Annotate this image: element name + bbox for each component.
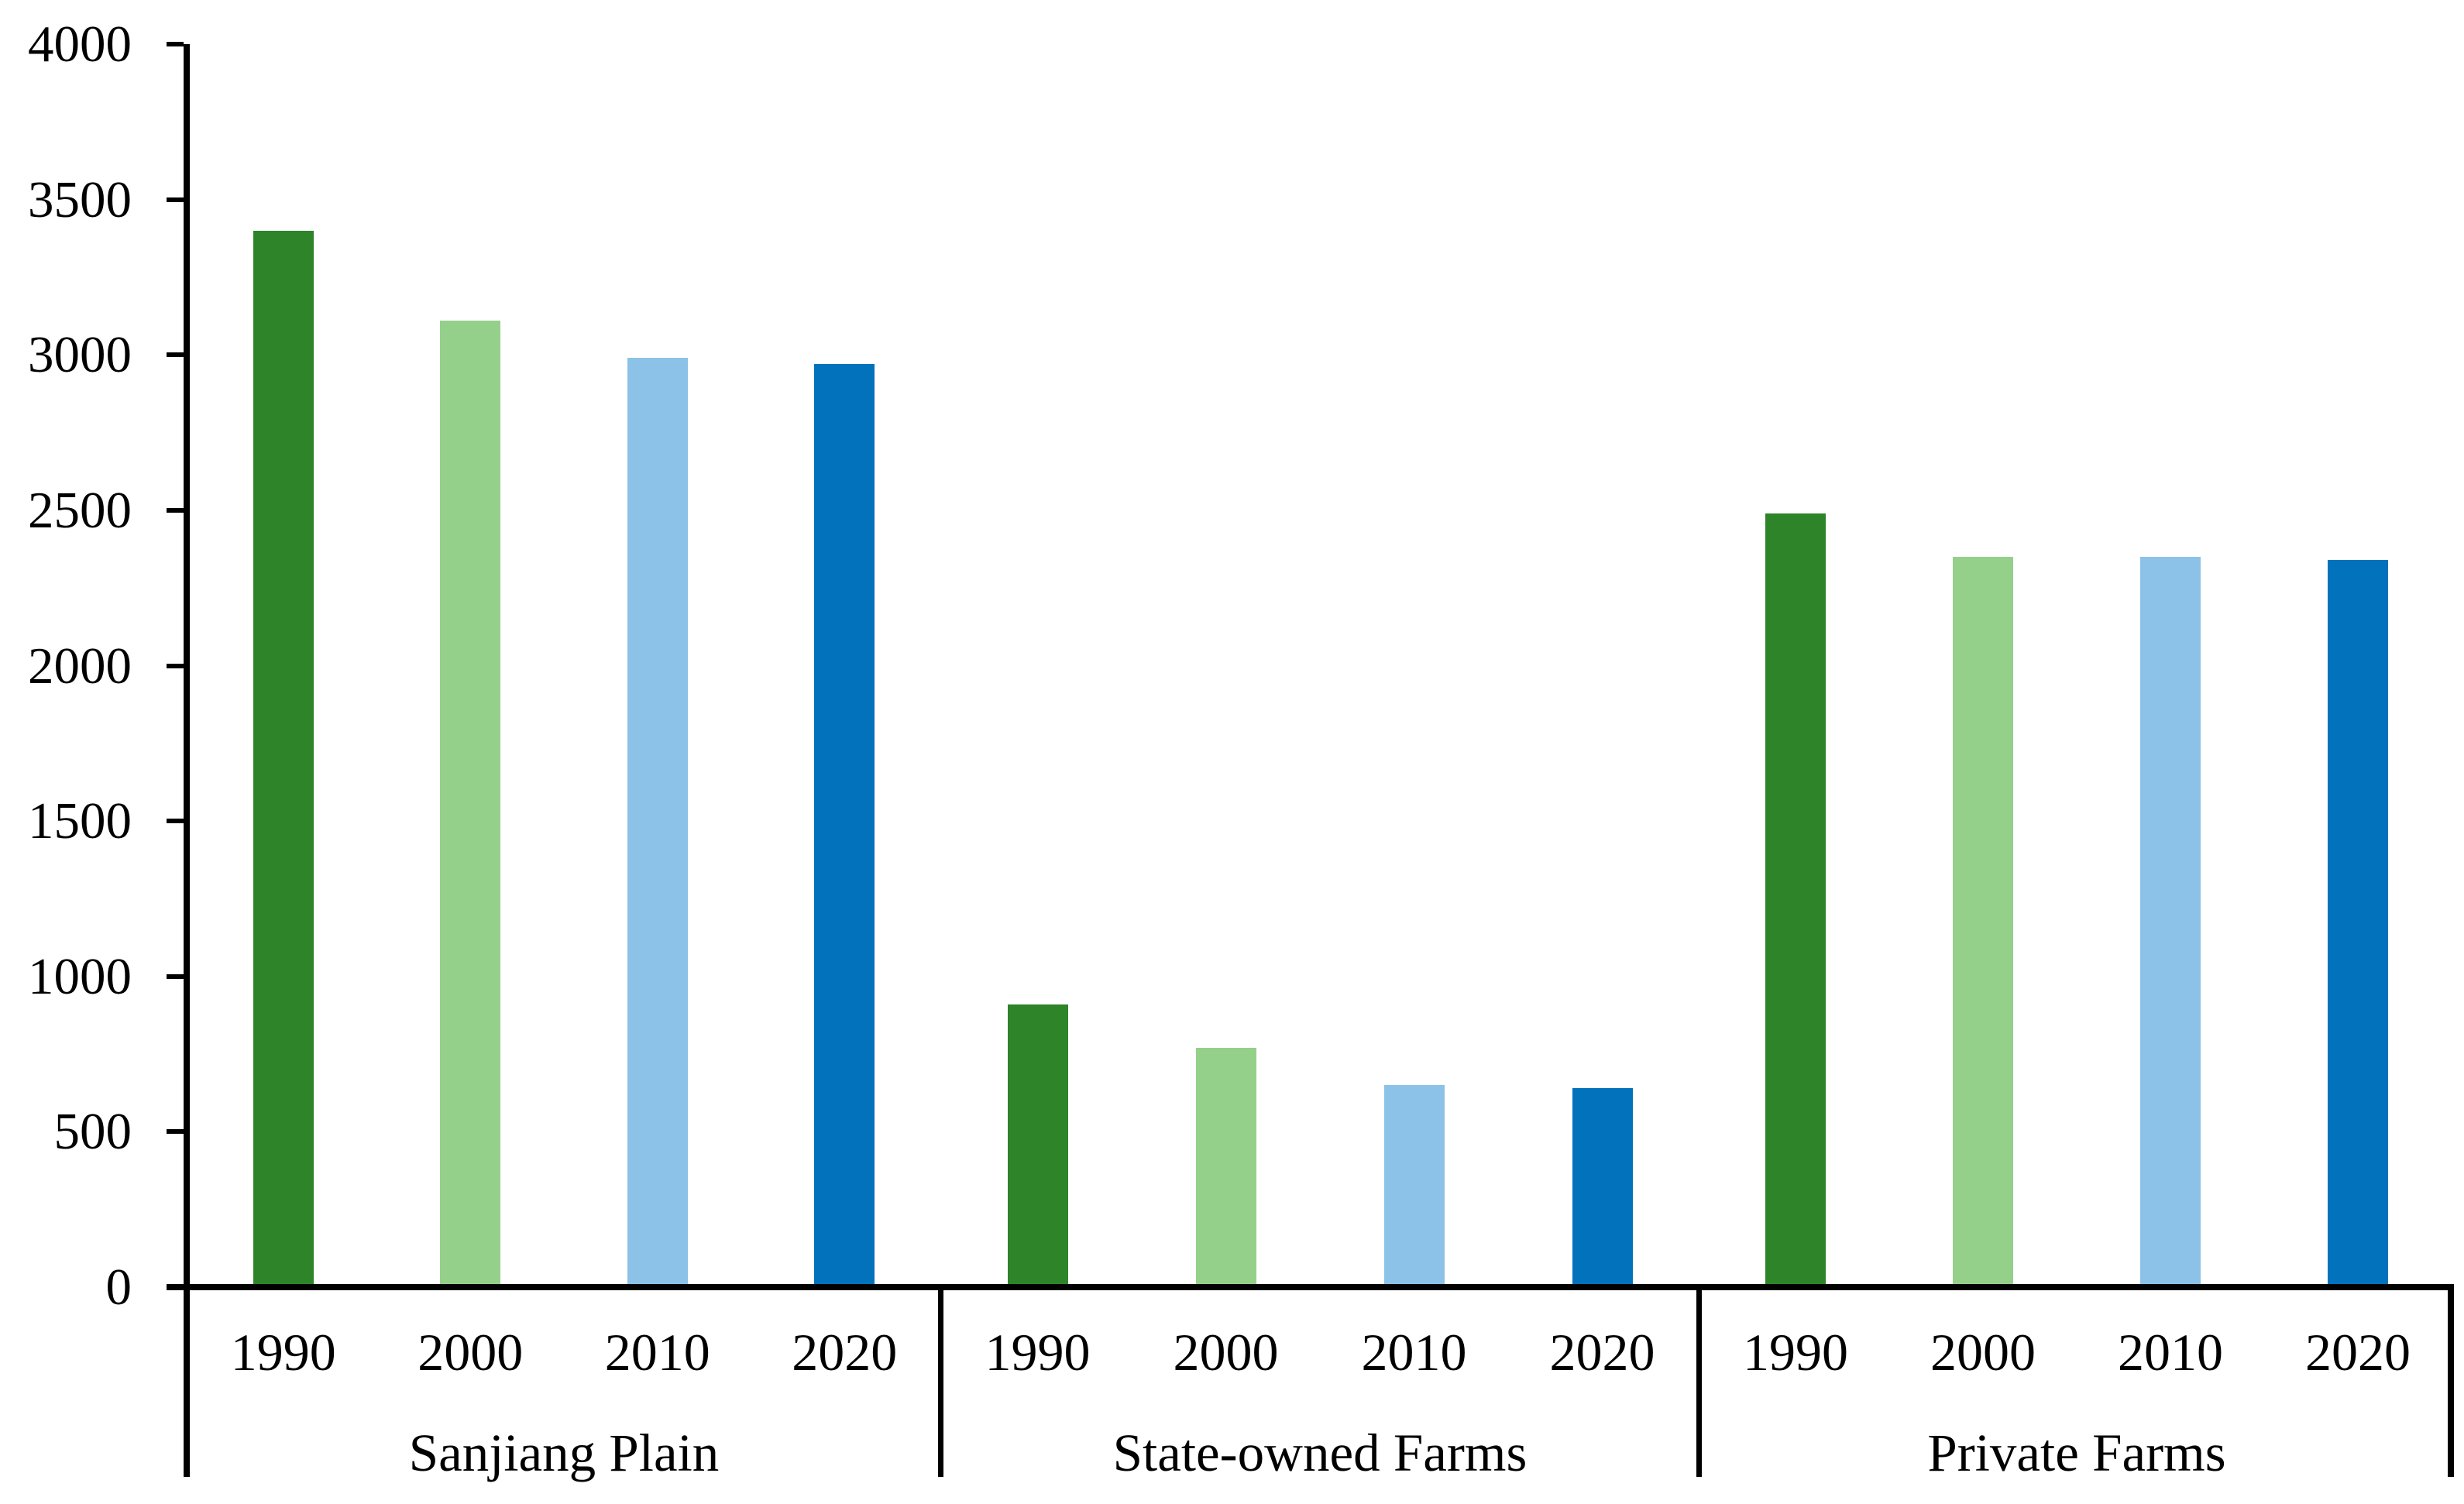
group-label-sanjiang-plain: Sanjiang Plain bbox=[408, 1423, 720, 1482]
years-row-1: 1990 2000 2010 2020 bbox=[943, 1290, 1696, 1414]
bar-sanjiang-plain-1990 bbox=[253, 231, 314, 1284]
y-axis-line bbox=[184, 44, 190, 1477]
y-axis-label-1500: 1500 bbox=[28, 792, 132, 850]
bar-slot bbox=[751, 44, 939, 1284]
y-axis-label-3000: 3000 bbox=[28, 326, 132, 384]
bar-slot bbox=[1508, 44, 1696, 1284]
y-axis-label-1000: 1000 bbox=[28, 947, 132, 1005]
group-label-private-farms: Private Farms bbox=[1927, 1423, 2226, 1482]
x-axis-year-label: 2020 bbox=[792, 1323, 898, 1382]
plot-section-0 bbox=[190, 44, 938, 1284]
x-axis-year-label: 2000 bbox=[1173, 1323, 1279, 1382]
bar-slot bbox=[2077, 44, 2264, 1284]
y-axis-tick-3500 bbox=[167, 197, 184, 202]
y-axis-label-500: 500 bbox=[53, 1103, 132, 1161]
bar-state-owned-farms-2000 bbox=[1195, 1048, 1256, 1284]
bar-sanjiang-plain-2000 bbox=[440, 321, 501, 1284]
category-separator-1 bbox=[1696, 1290, 1702, 1477]
years-row-0: 1990 2000 2010 2020 bbox=[190, 1290, 938, 1414]
x-axis-year-label: 2000 bbox=[1930, 1323, 2036, 1382]
bar-slot bbox=[1889, 44, 2077, 1284]
bar-slot bbox=[1320, 44, 1508, 1284]
y-axis-tick-3000 bbox=[167, 352, 184, 358]
bar-slot bbox=[190, 44, 377, 1284]
y-axis-label-2500: 2500 bbox=[28, 481, 132, 539]
bar-state-owned-farms-2020 bbox=[1572, 1088, 1633, 1284]
bar-private-farms-2020 bbox=[2328, 560, 2388, 1284]
bar-state-owned-farms-1990 bbox=[1007, 1004, 1068, 1284]
y-axis-label-4000: 4000 bbox=[28, 15, 132, 73]
plot-section-1 bbox=[943, 44, 1696, 1284]
x-axis-year-label: 1990 bbox=[985, 1323, 1091, 1382]
years-row-2: 1990 2000 2010 2020 bbox=[1702, 1290, 2452, 1414]
bar-state-owned-farms-2010 bbox=[1383, 1085, 1445, 1284]
group-label-state-owned-farms: State-owned Farms bbox=[1112, 1423, 1528, 1482]
bar-slot bbox=[1132, 44, 1320, 1284]
y-axis-tick-4000 bbox=[167, 42, 184, 46]
bar-slot bbox=[564, 44, 751, 1284]
category-separator-2 bbox=[2448, 1290, 2454, 1477]
bar-slot bbox=[1702, 44, 1889, 1284]
y-axis-label-0: 0 bbox=[105, 1258, 132, 1316]
y-axis-tick-500 bbox=[167, 1129, 184, 1135]
x-axis-year-label: 2020 bbox=[1549, 1323, 1655, 1382]
bar-sanjiang-plain-2020 bbox=[814, 364, 875, 1284]
bar-private-farms-1990 bbox=[1765, 513, 1826, 1284]
x-axis-year-label: 1990 bbox=[230, 1323, 336, 1382]
bar-private-farms-2010 bbox=[2140, 557, 2201, 1284]
x-axis-year-label: 2020 bbox=[2305, 1323, 2411, 1382]
x-axis-year-label: 2010 bbox=[604, 1323, 710, 1382]
x-axis-year-label: 2000 bbox=[418, 1323, 524, 1382]
bar-slot bbox=[943, 44, 1132, 1284]
x-axis-line bbox=[167, 1284, 2454, 1290]
x-axis-year-label: 2010 bbox=[1361, 1323, 1467, 1382]
y-axis-tick-1500 bbox=[167, 819, 184, 824]
y-axis-tick-2000 bbox=[167, 663, 184, 668]
y-axis-label-3500: 3500 bbox=[28, 170, 132, 228]
bar-slot bbox=[2264, 44, 2452, 1284]
bar-sanjiang-plain-2010 bbox=[627, 358, 688, 1284]
bar-slot bbox=[377, 44, 565, 1284]
x-axis-year-label: 2010 bbox=[2118, 1323, 2223, 1382]
y-axis-label-2000: 2000 bbox=[28, 637, 132, 695]
category-separator-0 bbox=[938, 1290, 943, 1477]
y-axis-tick-1000 bbox=[167, 973, 184, 979]
plot-section-2 bbox=[1702, 44, 2452, 1284]
bar-private-farms-2000 bbox=[1953, 557, 2013, 1284]
y-axis-tick-2500 bbox=[167, 507, 184, 513]
x-axis-year-label: 1990 bbox=[1743, 1323, 1848, 1382]
